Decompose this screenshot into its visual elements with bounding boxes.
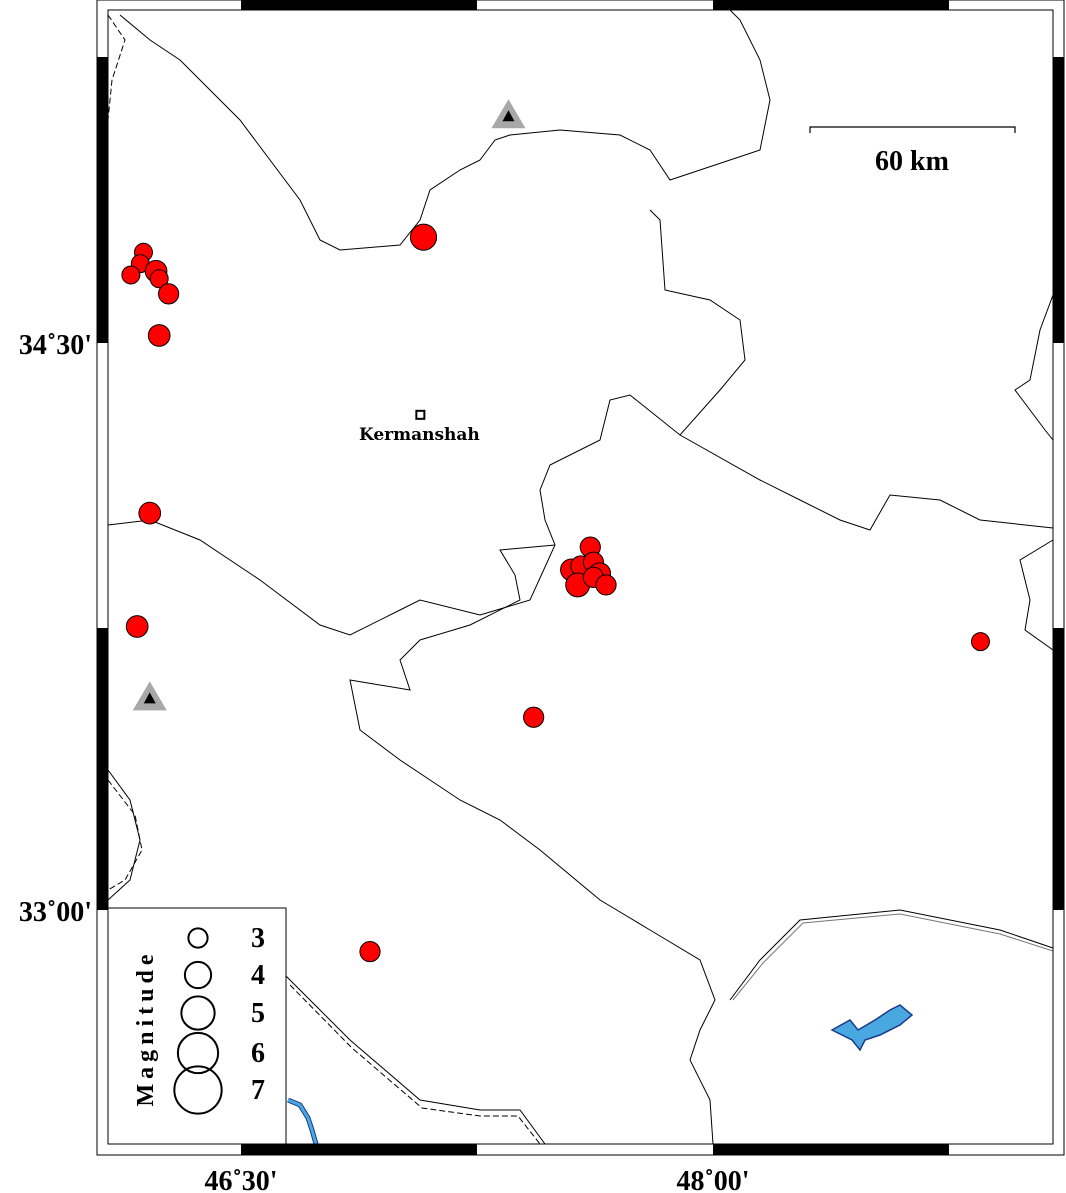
frame-tick (97, 57, 108, 343)
legend-circle (173, 1065, 223, 1115)
magnitude-legend: Magnitude 3 4 5 6 7 (107, 907, 287, 1145)
frame-tick (1053, 628, 1064, 910)
frame-tick (97, 628, 108, 910)
lake (830, 1004, 914, 1052)
earthquake-events (121, 223, 990, 963)
scale-bar-label: 60 km (875, 146, 949, 177)
province-boundaries (107, 9, 1054, 1145)
axis-labels: 46˚30' 48˚00' 34˚30' 33˚00' (19, 330, 750, 1193)
scale-bar: 60 km (809, 126, 1016, 177)
city-label: Kermanshah (359, 425, 480, 445)
earthquake-marker (523, 706, 545, 728)
frame-tick (713, 0, 949, 10)
legend-label: 7 (251, 1075, 265, 1106)
earthquake-marker (359, 940, 381, 963)
legend-label: 3 (251, 923, 265, 954)
frame-tick (241, 1144, 477, 1155)
lon-tick-label: 48˚00' (676, 1166, 749, 1193)
earthquake-marker (147, 324, 171, 347)
legend-label: 4 (251, 960, 265, 991)
earthquake-marker (121, 265, 141, 285)
lon-tick-label: 46˚30' (204, 1166, 277, 1193)
legend-title: Magnitude (133, 949, 159, 1106)
earthquake-marker (409, 223, 438, 251)
earthquake-marker (125, 615, 149, 638)
legend-circle (180, 995, 216, 1031)
earthquake-marker (138, 501, 162, 525)
legend-label: 5 (251, 998, 265, 1029)
earthquake-marker (149, 269, 169, 289)
lat-tick-label: 33˚00' (19, 897, 92, 928)
legend-circle (187, 927, 209, 949)
seismic-stations (132, 99, 526, 711)
station-inner-icon (143, 692, 156, 704)
earthquake-marker (595, 574, 617, 596)
legend-circle (176, 1031, 220, 1075)
earthquake-marker (970, 632, 990, 652)
water-bodies (287, 1004, 914, 1145)
legend-label: 6 (251, 1038, 265, 1069)
legend-circle (183, 960, 213, 990)
map-frame (96, 0, 1065, 1156)
station-inner-icon (502, 110, 515, 122)
city-marker: Kermanshah (359, 409, 480, 445)
city-square-icon (415, 409, 426, 420)
lat-tick-label: 34˚30' (19, 330, 92, 361)
frame-tick (1053, 57, 1064, 343)
frame-tick (713, 1144, 949, 1155)
frame-tick (241, 0, 477, 10)
earthquake-marker (158, 283, 180, 305)
